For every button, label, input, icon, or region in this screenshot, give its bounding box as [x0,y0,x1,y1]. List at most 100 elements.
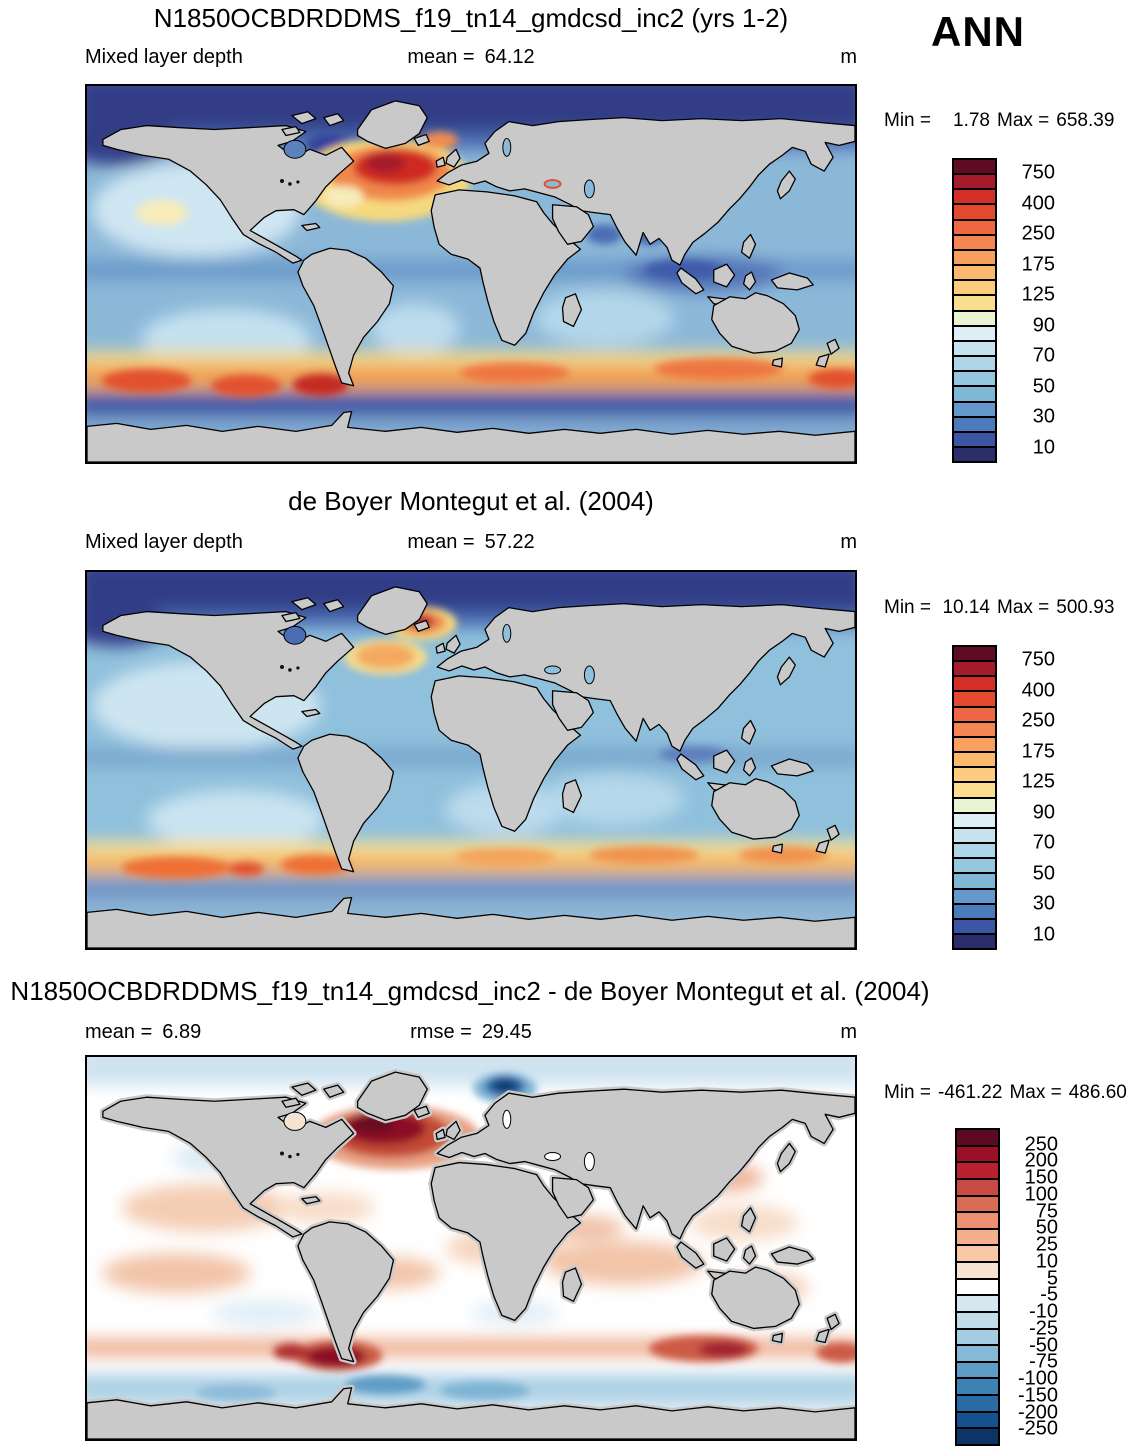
colorbar-tick-label: -75 [1029,1350,1058,1373]
colorbar-tick-label: -150 [1017,1384,1058,1407]
panel2-map [85,570,857,950]
colorbar-tick-label: -250 [1017,1417,1058,1440]
colorbar-segment [954,647,995,661]
panel3-mean-label: mean = [85,1021,153,1043]
panel1-colorbar-bar [952,158,997,463]
colorbar-tick-label: 75 [1035,1200,1058,1223]
colorbar-tick-label: 150 [1024,1166,1058,1189]
colorbar-segment [954,324,995,340]
panel3-max-value: 486.60 [1068,1082,1127,1103]
colorbar-tick-label: 125 [1021,283,1055,306]
colorbar-segment [957,1410,998,1428]
panel2-units: m [840,531,857,553]
colorbar-segment [954,766,995,782]
colorbar-tick-label: 750 [1021,648,1055,671]
panel1-max-label: Max = [997,110,1050,131]
colorbar-tick-label: 25 [1035,1233,1058,1256]
colorbar-tick-label: 90 [1032,314,1055,337]
colorbar-segment [954,690,995,706]
panel3-minmax: Min = -461.22 Max = 486.60 [884,1082,1127,1104]
panel2-stats-row: Mixed layer depth mean = 57.22 m [85,531,857,554]
colorbar-segment [954,857,995,873]
panel2-mean-label: mean = [407,531,475,553]
colorbar-segment [954,660,995,676]
panel1-mean: mean = 64.12 [407,46,534,69]
colorbar-segment [957,1177,998,1195]
colorbar-tick-label: 30 [1032,405,1055,428]
panel1-minmax: Min = 1.78 Max = 658.39 [884,110,1114,132]
colorbar-segment [954,248,995,265]
colorbar-segment [954,370,995,386]
colorbar-segment [957,1344,998,1361]
panel3-mean-value: 6.89 [162,1021,202,1043]
colorbar-segment [954,887,995,903]
colorbar-segment [954,445,995,462]
colorbar-tick-label: -25 [1029,1317,1058,1340]
colorbar-segment [954,751,995,767]
colorbar-segment [954,160,995,174]
panel1-colorbar: 750 400 250 175 125 90 70 50 30 10 [952,158,1062,463]
season-label: ANN [931,8,1025,55]
colorbar-segment [954,279,995,295]
colorbar-segment [957,1294,998,1311]
colorbar-segment [954,173,995,189]
colorbar-tick-label: 175 [1021,253,1055,276]
colorbar-tick-label: 90 [1032,801,1055,824]
panel1-stats-row: Mixed layer depth mean = 64.12 m [85,46,857,69]
colorbar-tick-label: -10 [1029,1300,1058,1323]
colorbar-segment [954,430,995,446]
colorbar-segment [957,1194,998,1212]
colorbar-segment [954,188,995,204]
colorbar-segment [954,902,995,918]
panel1-min-value: 1.78 [953,110,990,131]
ocean-local-features [196,1073,855,1401]
colorbar-segment [954,203,995,219]
colorbar-segment [954,339,995,356]
colorbar-tick-label: 10 [1032,436,1055,459]
colorbar-tick-label: 50 [1032,375,1055,398]
panel2-max-label: Max = [997,597,1050,618]
panel3-mean: mean = 6.89 [85,1021,201,1044]
panel2-colorbar-bar [952,645,997,950]
panel3-rmse: rmse = 29.45 [410,1021,532,1044]
colorbar-segment [954,796,995,812]
panel2-colorbar: 750 400 250 175 125 90 70 50 30 10 [952,645,1062,950]
panel1-min-label: Min = [884,110,931,131]
colorbar-tick-label: 250 [1021,222,1055,245]
panel2-max-value: 500.93 [1056,597,1115,618]
colorbar-segment [954,720,995,736]
panel1-mean-label: mean = [407,46,475,68]
panel2-field-label: Mixed layer depth [85,531,243,553]
colorbar-tick-label: -5 [1040,1283,1058,1306]
panel3-map-svg [87,1057,855,1439]
colorbar-tick-label: -200 [1017,1401,1058,1424]
panel1-field-label: Mixed layer depth [85,46,243,68]
panel3-colorbar-bar [955,1128,1000,1446]
colorbar-segment [957,1360,998,1378]
colorbar-tick-label: 50 [1035,1216,1058,1239]
colorbar-segment [954,781,995,797]
panel1-colorbar-labels: 750 400 250 175 125 90 70 50 30 10 [1007,158,1055,463]
colorbar-segment [954,294,995,310]
panel3-min-value: -461.22 [938,1082,1003,1103]
panel2-min-value: 10.14 [942,597,990,618]
colorbar-tick-label: 250 [1021,709,1055,732]
colorbar-segment [954,400,995,416]
colorbar-segment [954,811,995,827]
panel3-units: m [840,1021,857,1043]
panel1-map [85,84,857,464]
panel3-rmse-value: 29.45 [481,1021,532,1043]
panel3-colorbar: 250 200 150 100 75 50 25 10 5 -5 -10 -25 -50 -75 -100-… [955,1128,1065,1446]
colorbar-tick-label: 10 [1035,1250,1058,1273]
colorbar-segment [957,1427,998,1444]
colorbar-tick-label: -100 [1017,1367,1058,1390]
colorbar-segment [954,264,995,280]
colorbar-segment [954,233,995,249]
inland-seas [283,1109,595,1172]
panel1-units: m [840,46,857,68]
ocean-local-features [121,606,829,879]
colorbar-tick-label: 750 [1021,161,1055,184]
colorbar-tick-label: 70 [1032,831,1055,854]
colorbar-segment [954,826,995,843]
colorbar-tick-label: -50 [1029,1334,1058,1357]
